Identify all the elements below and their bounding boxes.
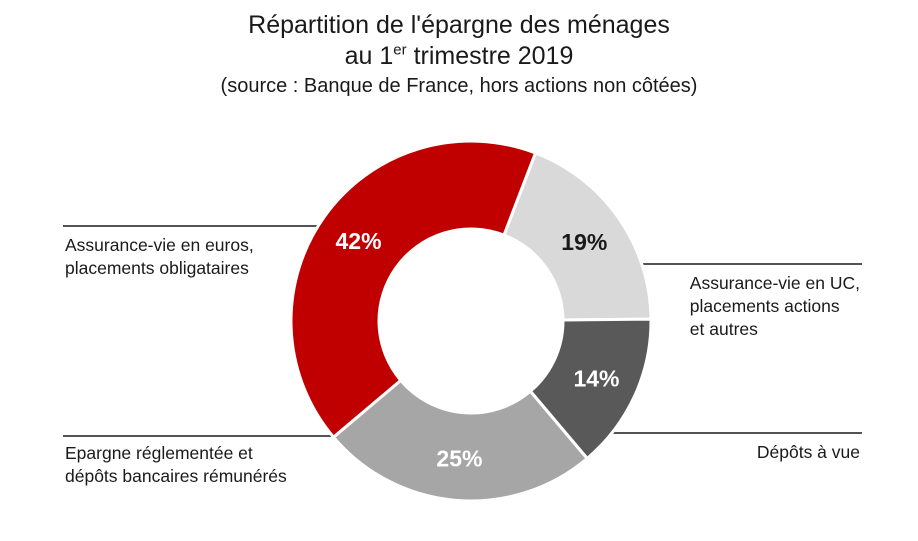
legend-label-assurance-vie-euros: Assurance-vie en euros, placements oblig… [65, 234, 254, 280]
title-line-2-suffix: trimestre 2019 [406, 42, 574, 70]
legend-label-epargne-reglementee-line-2: dépôts bancaires rémunérés [65, 466, 287, 486]
title-line-2: au 1er trimestre 2019 [0, 41, 918, 72]
data-label-assurance-vie-euros: 42% [335, 228, 381, 254]
data-label-depots-vue: 14% [573, 365, 619, 391]
legend-label-uc: Assurance-vie en UC, placements actions … [690, 272, 860, 341]
legend-label-epargne-reglementee: Epargne réglementée et dépôts bancaires … [65, 442, 287, 488]
legend-label-uc-line-2: placements actions [689, 296, 840, 316]
data-label-uc: 19% [561, 229, 607, 255]
donut-slice-assurance-vie-euros [289, 139, 538, 440]
data-label-epargne-reglementee: 25% [436, 446, 482, 472]
donut-slice-epargne-reglementee [331, 378, 590, 503]
title-line-1: Répartition de l'épargne des ménages [248, 11, 670, 39]
chart-title: Répartition de l'épargne des ménages au … [0, 10, 918, 100]
title-line-2-prefix: au 1 [344, 42, 394, 70]
legend-label-assurance-vie-euros-line-2: placements obligataires [65, 258, 249, 278]
legend-label-uc-line-3: et autres [689, 319, 758, 339]
legend-label-uc-line-1: Assurance-vie en UC, [689, 273, 860, 293]
title-line-2-sup: er [393, 41, 407, 59]
chart-subtitle: (source : Banque de France, hors actions… [220, 75, 698, 97]
legend-label-assurance-vie-euros-line-1: Assurance-vie en euros, [65, 235, 254, 255]
legend-label-depots-vue: Dépôts à vue [757, 441, 860, 464]
donut-slice-uc [502, 151, 653, 322]
legend-label-epargne-reglementee-line-1: Epargne réglementée et [65, 443, 253, 463]
legend-label-depots-vue-line-1: Dépôts à vue [756, 442, 860, 462]
